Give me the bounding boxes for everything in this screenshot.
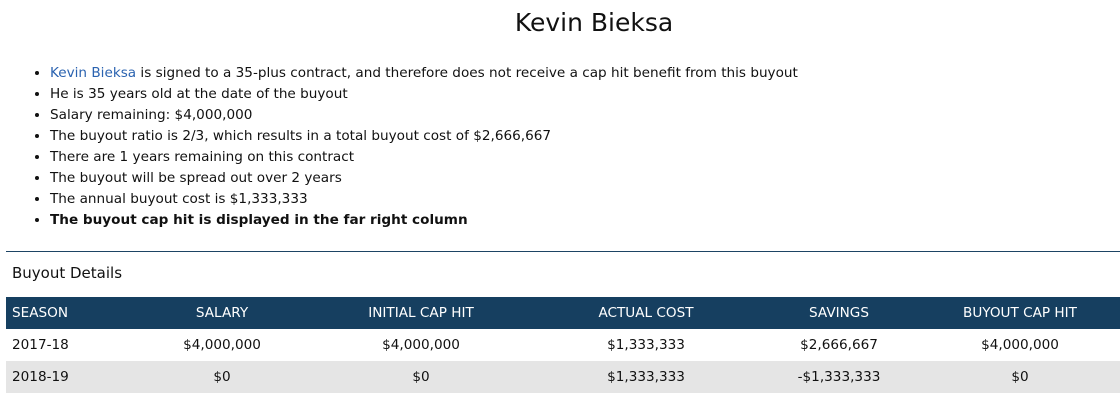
page-title: Kevin Bieksa	[514, 8, 674, 37]
note-salary-remaining: Salary remaining: $4,000,000	[50, 105, 798, 126]
note-years-remaining: There are 1 years remaining on this cont…	[50, 147, 798, 168]
player-link[interactable]: Kevin Bieksa	[50, 65, 137, 81]
note-annual-cost: The annual buyout cost is $1,333,333	[50, 189, 798, 210]
cell-season: 2017-18	[12, 337, 69, 353]
cell-savings: $2,666,667	[800, 337, 878, 353]
note-35-plus: Kevin Bieksa is signed to a 35-plus cont…	[50, 63, 798, 84]
note-age: He is 35 years old at the date of the bu…	[50, 84, 798, 105]
table-row: 2017-18 $4,000,000 $4,000,000 $1,333,333…	[6, 329, 1120, 361]
note-buyout-ratio: The buyout ratio is 2/3, which results i…	[50, 126, 798, 147]
cell-season: 2018-19	[6, 361, 136, 393]
cell-salary: $4,000,000	[183, 337, 261, 353]
buyout-details-table: SEASON SALARY INITIAL CAP HIT ACTUAL COS…	[6, 297, 1120, 393]
column-header-salary[interactable]: SALARY	[136, 297, 308, 329]
cell-buyout-cap-hit: $0	[920, 361, 1120, 393]
column-header-initial-cap-hit[interactable]: INITIAL CAP HIT	[308, 297, 534, 329]
note-35-plus-text: is signed to a 35-plus contract, and the…	[136, 65, 798, 81]
cell-actual-cost: $1,333,333	[607, 337, 685, 353]
section-divider	[6, 251, 1120, 252]
note-cap-hit-column: The buyout cap hit is displayed in the f…	[50, 210, 798, 231]
column-header-season[interactable]: SEASON	[6, 297, 136, 329]
cell-buyout-cap-hit: $4,000,000	[981, 337, 1059, 353]
cell-salary: $0	[136, 361, 308, 393]
note-spread: The buyout will be spread out over 2 yea…	[50, 168, 798, 189]
column-header-actual-cost[interactable]: ACTUAL COST	[534, 297, 758, 329]
buyout-notes-list: Kevin Bieksa is signed to a 35-plus cont…	[32, 63, 798, 231]
cell-actual-cost: $1,333,333	[534, 361, 758, 393]
section-title: Buyout Details	[12, 264, 123, 282]
cell-savings: -$1,333,333	[758, 361, 920, 393]
column-header-savings[interactable]: SAVINGS	[758, 297, 920, 329]
table-row: 2018-19 $0 $0 $1,333,333 -$1,333,333 $0	[6, 361, 1120, 393]
cell-initial-cap-hit: $0	[308, 361, 534, 393]
cell-initial-cap-hit: $4,000,000	[382, 337, 460, 353]
column-header-buyout-cap-hit[interactable]: BUYOUT CAP HIT	[920, 297, 1120, 329]
table-header-row: SEASON SALARY INITIAL CAP HIT ACTUAL COS…	[6, 297, 1120, 329]
